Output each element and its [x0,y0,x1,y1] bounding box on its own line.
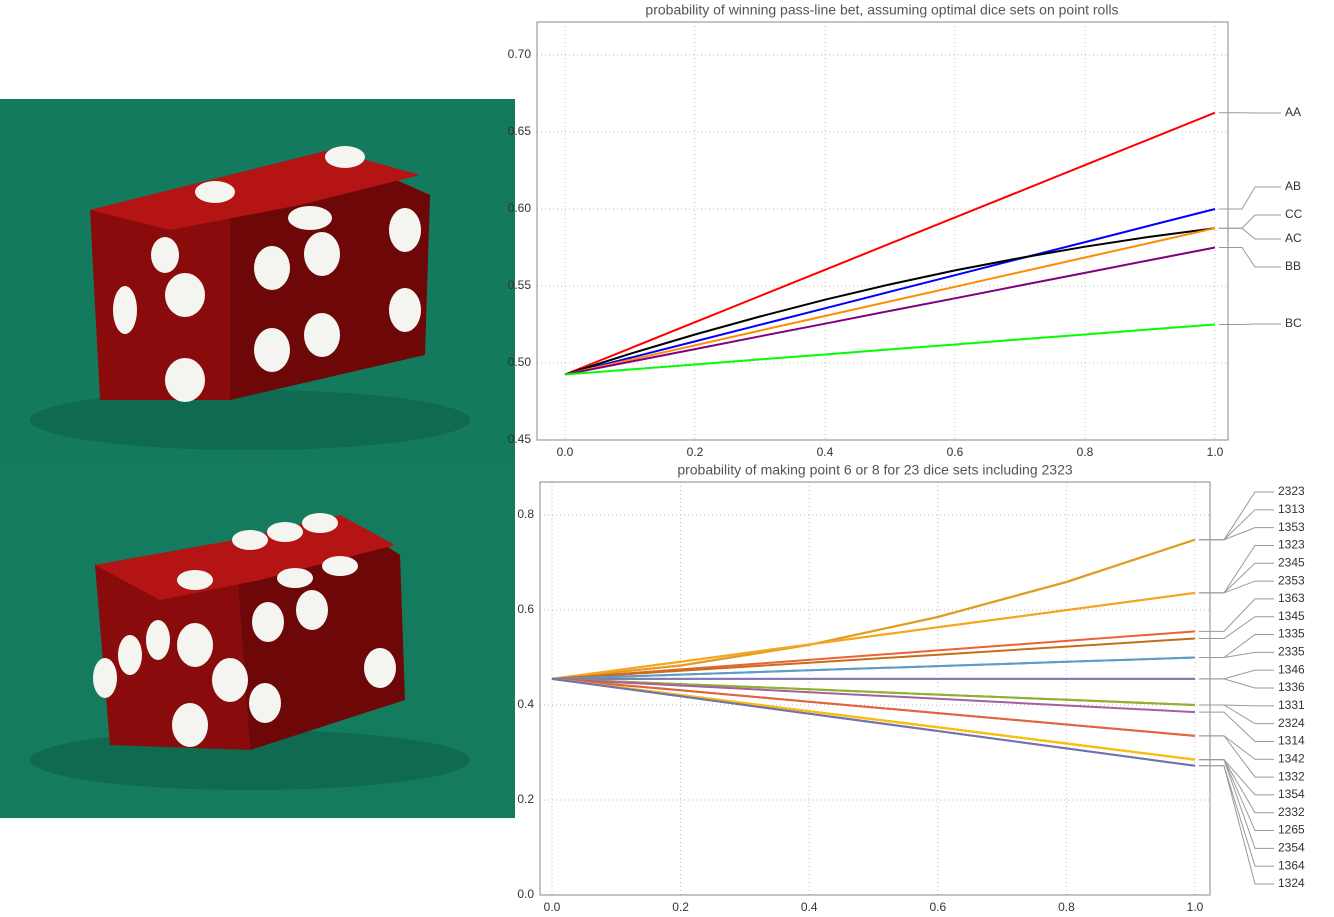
series-label: 1323 [1278,538,1305,552]
series-label: 1353 [1278,520,1305,534]
series-line [551,630,1196,680]
series-label: BB [1285,259,1301,273]
series-line [551,677,1196,714]
leader-line [1199,678,1274,689]
dice-photo-bottom [0,462,515,818]
series-line [564,323,1216,376]
y-tick-label: 0.55 [508,278,532,292]
series-label: AA [1285,105,1301,119]
x-tick-label: 0.0 [557,445,574,459]
series-line [551,637,1196,680]
series-label: 1345 [1278,609,1305,623]
series-line [551,591,1196,680]
series-line [564,208,1216,376]
leader-line [1199,704,1274,725]
chart-title: probability of winning pass-line bet, as… [645,2,1118,18]
x-tick-label: 0.4 [817,445,834,459]
plot-frame [536,21,1229,441]
series-line [551,538,1196,680]
leader-line [1199,735,1274,778]
series-line [551,677,1196,767]
series-label: 2354 [1278,841,1305,855]
series-line [551,677,1196,761]
series-label: 1336 [1278,680,1305,694]
series-label: 2335 [1278,645,1305,659]
leader-line [1199,598,1274,632]
x-tick-label: 1.0 [1207,445,1224,459]
leader-line [1199,616,1274,640]
x-tick-label: 0.0 [544,900,561,914]
series-line [564,227,1216,376]
x-tick-label: 0.6 [947,445,964,459]
y-tick-label: 0.45 [508,432,532,446]
series-line [564,111,1216,376]
series-label: 1363 [1278,591,1305,605]
series-label: 1346 [1278,662,1305,676]
leader-line [1219,227,1281,240]
series-label: 1265 [1278,823,1305,837]
series-label: 1364 [1278,858,1305,872]
leader-line [1219,186,1281,210]
leader-line [1199,580,1274,594]
y-tick-label: 0.0 [517,887,534,901]
leader-line [1219,246,1281,268]
leader-line [1199,711,1274,742]
chart-title: probability of making point 6 or 8 for 2… [677,462,1073,478]
x-tick-label: 0.2 [672,900,689,914]
series-label: 1354 [1278,787,1305,801]
series-label: 2332 [1278,805,1305,819]
x-tick-label: 0.6 [929,900,946,914]
series-line [564,227,1216,376]
leader-line [1199,765,1274,885]
series-label: CC [1285,207,1303,221]
leader-line [1199,759,1274,849]
series-label: AB [1285,179,1301,193]
x-tick-label: 1.0 [1187,900,1204,914]
y-tick-label: 0.70 [508,47,532,61]
x-tick-label: 0.4 [801,900,818,914]
dice-photo-top [0,99,515,462]
x-tick-label: 0.2 [687,445,704,459]
series-label: 1331 [1278,698,1305,712]
x-tick-label: 0.8 [1058,900,1075,914]
series-label: 1332 [1278,769,1305,783]
series-label: 2345 [1278,555,1305,569]
series-label: AC [1285,231,1302,245]
series-line [551,656,1196,680]
series-line [551,677,1196,737]
leader-line [1199,527,1274,541]
plot-frame [539,481,1211,896]
x-tick-label: 0.8 [1077,445,1094,459]
y-tick-label: 0.50 [508,355,532,369]
y-tick-label: 0.6 [517,602,534,616]
y-tick-label: 0.65 [508,124,532,138]
series-label: BC [1285,316,1302,330]
leader-line [1199,651,1274,659]
y-tick-label: 0.8 [517,507,534,521]
series-line [564,246,1216,376]
series-label: 2324 [1278,716,1305,730]
y-tick-label: 0.4 [517,697,534,711]
y-tick-label: 0.60 [508,201,532,215]
series-label: 1314 [1278,734,1305,748]
series-label: 1335 [1278,627,1305,641]
series-label: 1313 [1278,502,1305,516]
series-label: 2353 [1278,573,1305,587]
series-label: 2323 [1278,484,1305,498]
series-label: 1324 [1278,876,1305,890]
series-line [551,677,1196,706]
series-label: 1342 [1278,751,1305,765]
y-tick-label: 0.2 [517,792,534,806]
